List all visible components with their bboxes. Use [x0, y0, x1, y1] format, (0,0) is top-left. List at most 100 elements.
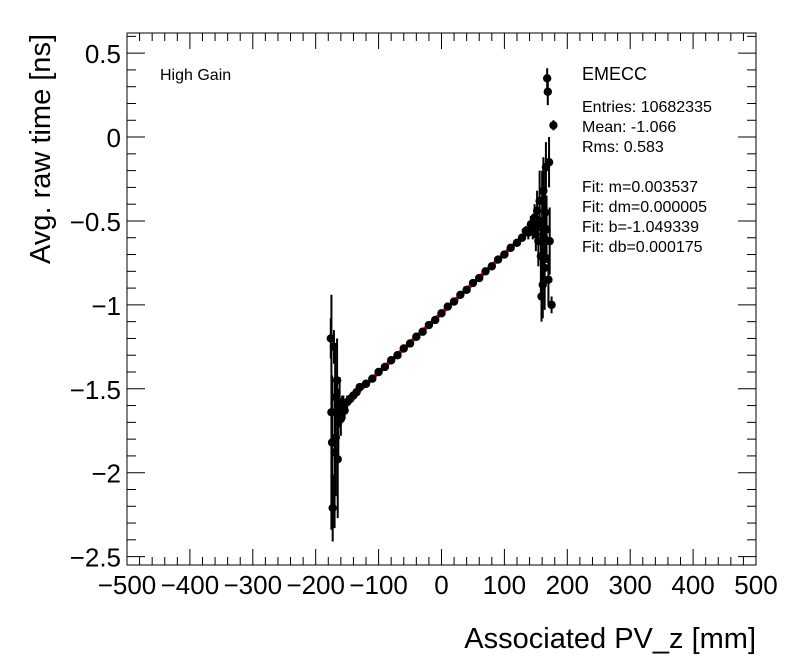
x-tick-labels: −500 −400 −300 −200 −100 0 100 200 300 400 500 — [98, 570, 778, 600]
data-point — [393, 351, 402, 360]
stats-line: Mean: -1.066 — [582, 119, 676, 136]
data-point — [449, 297, 459, 306]
point-marker — [355, 382, 364, 392]
point-marker — [541, 208, 550, 217]
point-marker — [431, 315, 440, 325]
point-marker — [468, 278, 478, 288]
data-point — [368, 374, 377, 383]
data-point — [355, 382, 364, 392]
point-marker — [462, 285, 471, 294]
point-marker — [361, 379, 371, 388]
data-point — [431, 315, 440, 325]
point-marker — [328, 503, 337, 513]
x-tick-label: 300 — [609, 570, 652, 600]
point-marker — [393, 351, 402, 360]
data-point — [399, 344, 408, 353]
data-point — [386, 356, 396, 365]
data-point — [545, 207, 554, 275]
stats-line: Fit: m=0.003537 — [582, 179, 698, 196]
point-marker — [517, 233, 527, 242]
point-marker — [418, 327, 427, 336]
data-point — [418, 327, 427, 336]
point-marker — [374, 367, 383, 377]
stats-line: Fit: dm=0.000005 — [582, 199, 707, 216]
x-tick-label: 400 — [671, 570, 714, 600]
point-marker — [399, 344, 408, 353]
x-tick-label: 0 — [434, 570, 448, 600]
stats-line: Fit: b=-1.049339 — [582, 219, 699, 236]
x-tick-label: 200 — [546, 570, 589, 600]
point-marker — [456, 290, 465, 300]
y-tick-label: −0.5 — [70, 207, 121, 237]
stats-line: Fit: db=0.000175 — [582, 239, 703, 256]
stats-box: Entries: 10682335 Mean: -1.066 Rms: 0.583 F… — [582, 99, 712, 256]
point-marker — [542, 225, 551, 234]
point-marker — [544, 275, 553, 284]
stats-line: Entries: 10682335 — [582, 99, 712, 116]
data-point — [506, 243, 515, 253]
data-point — [374, 367, 383, 377]
data-point — [500, 250, 509, 259]
point-marker — [493, 255, 503, 264]
plot-frame — [126, 32, 757, 566]
data-point — [405, 339, 415, 348]
point-marker — [547, 300, 556, 310]
point-marker — [443, 302, 452, 311]
data-point — [542, 195, 551, 263]
data-points-group — [326, 68, 558, 542]
point-marker — [333, 455, 342, 464]
point-marker — [386, 356, 396, 365]
data-point — [456, 290, 465, 300]
point-marker — [475, 273, 484, 283]
data-point — [475, 273, 484, 283]
gain-label: High Gain — [160, 67, 231, 84]
data-point — [462, 285, 471, 294]
stats-title: EMECC — [582, 64, 647, 84]
point-marker — [405, 339, 415, 348]
data-point — [493, 255, 503, 264]
data-point — [481, 267, 490, 276]
point-marker — [424, 320, 434, 330]
x-tick-label: −200 — [286, 570, 345, 600]
y-tick-labels: −2.5 −2 −1.5 −1 −0.5 0 0.5 — [70, 39, 121, 572]
y-tick-label: 0.5 — [85, 39, 121, 69]
point-marker — [368, 374, 377, 383]
point-marker — [449, 297, 459, 306]
stats-line: Rms: 0.583 — [582, 139, 664, 156]
x-tick-label: −400 — [161, 570, 220, 600]
y-tick-label: 0 — [107, 123, 121, 153]
point-marker — [549, 121, 558, 130]
point-marker — [506, 243, 515, 253]
data-point — [468, 278, 478, 288]
y-tick-label: −1.5 — [70, 375, 121, 405]
data-point — [549, 120, 558, 131]
point-marker — [545, 236, 554, 246]
point-marker — [412, 332, 421, 341]
x-tick-label: 100 — [483, 570, 526, 600]
x-tick-label: 500 — [734, 570, 777, 600]
data-point — [412, 332, 421, 341]
y-axis-label: Avg. raw time [ns] — [25, 34, 57, 264]
data-point — [543, 78, 553, 106]
data-point — [361, 379, 371, 388]
point-marker — [481, 267, 490, 276]
data-point — [443, 302, 452, 311]
point-marker — [380, 362, 390, 372]
point-marker — [500, 250, 509, 259]
point-marker — [540, 263, 549, 273]
x-tick-label: −300 — [224, 570, 283, 600]
data-point — [487, 262, 497, 271]
y-tick-label: −1 — [91, 291, 121, 321]
data-point — [517, 233, 527, 242]
point-marker — [544, 158, 554, 167]
point-marker — [543, 87, 553, 96]
data-point — [424, 320, 434, 330]
y-tick-label: −2.5 — [70, 543, 121, 573]
data-point — [380, 362, 390, 372]
point-marker — [437, 309, 446, 318]
y-tick-label: −2 — [91, 459, 121, 489]
data-point — [437, 309, 446, 318]
point-marker — [487, 262, 497, 271]
